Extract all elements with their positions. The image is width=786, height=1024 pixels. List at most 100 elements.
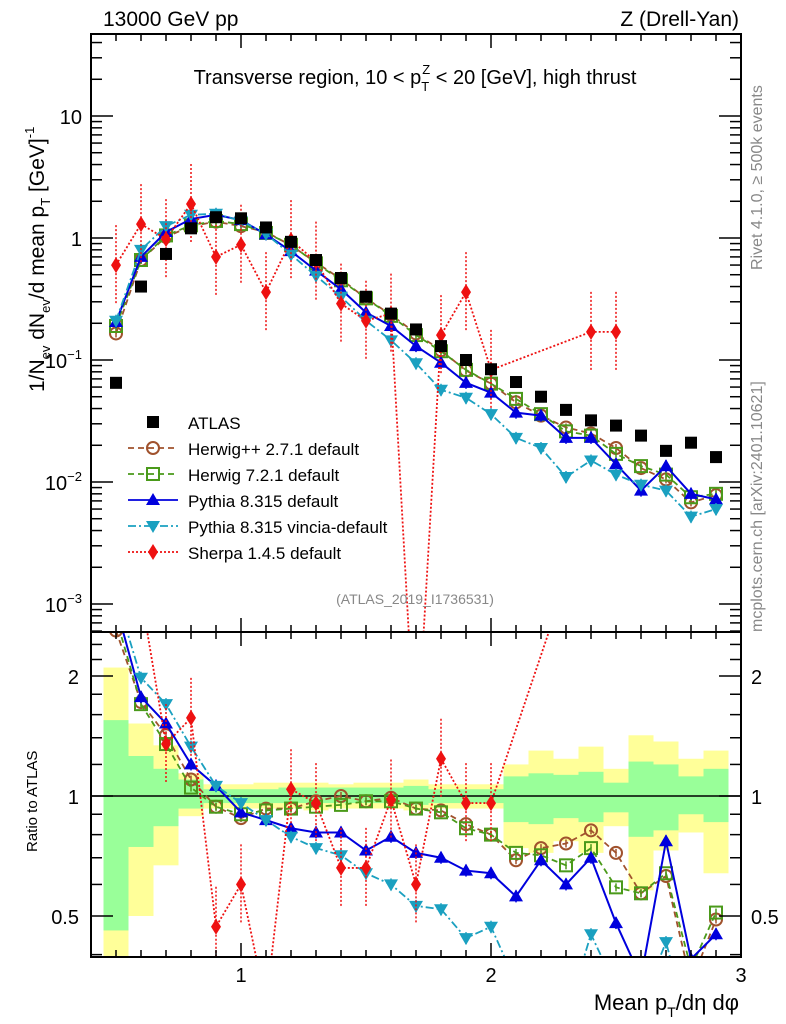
data-point bbox=[585, 414, 597, 427]
data-point bbox=[485, 363, 497, 376]
data-point bbox=[135, 280, 147, 293]
data-point bbox=[361, 859, 371, 876]
ratio-uncertainty-bands bbox=[103, 667, 729, 957]
main-series-group bbox=[109, 163, 723, 632]
data-point bbox=[384, 879, 398, 892]
data-point bbox=[584, 823, 598, 838]
ratio-band-inner bbox=[103, 720, 129, 931]
ratio-band-inner bbox=[603, 782, 629, 813]
data-point bbox=[310, 254, 322, 267]
data-point bbox=[160, 247, 172, 260]
data-point bbox=[385, 307, 397, 320]
y-tick-label: 10 bbox=[60, 107, 82, 129]
data-point bbox=[186, 709, 196, 726]
data-point bbox=[559, 1011, 573, 1023]
legend-marker bbox=[148, 544, 158, 560]
data-point bbox=[534, 999, 548, 1011]
data-point bbox=[709, 492, 723, 505]
legend-label: ATLAS bbox=[188, 414, 241, 433]
data-point bbox=[109, 315, 123, 328]
data-point bbox=[634, 479, 648, 492]
data-point bbox=[509, 889, 523, 902]
header-left: 13000 GeV pp bbox=[103, 8, 238, 31]
ratio-y-tick-label: 2 bbox=[68, 667, 79, 689]
data-point bbox=[284, 821, 298, 834]
data-point bbox=[559, 430, 573, 443]
legend-marker bbox=[146, 441, 160, 455]
data-point bbox=[236, 236, 246, 253]
header-right: Z (Drell-Yan) bbox=[620, 8, 739, 31]
data-point bbox=[659, 485, 673, 498]
ratio-y-tick-label: 1 bbox=[68, 787, 79, 809]
data-point bbox=[609, 916, 623, 929]
data-point bbox=[509, 845, 523, 860]
series-sherpa-1-4-5-default bbox=[111, 163, 621, 632]
data-point bbox=[134, 672, 148, 685]
data-point bbox=[285, 235, 297, 248]
data-point bbox=[234, 798, 248, 811]
data-point bbox=[284, 831, 298, 844]
data-point bbox=[459, 375, 473, 388]
ratio-band-inner bbox=[653, 764, 679, 831]
data-point bbox=[534, 853, 548, 866]
data-point bbox=[361, 312, 371, 329]
data-point bbox=[309, 843, 323, 856]
data-point bbox=[609, 845, 623, 860]
data-point bbox=[110, 376, 122, 389]
legend-item: Herwig 7.2.1 default bbox=[128, 466, 339, 485]
data-point bbox=[359, 794, 373, 809]
data-point bbox=[460, 354, 472, 366]
legend-item: ATLAS bbox=[147, 414, 241, 433]
data-point bbox=[409, 358, 423, 371]
legend-item: Herwig++ 2.7.1 default bbox=[128, 440, 359, 459]
data-point bbox=[409, 900, 423, 913]
data-point bbox=[109, 599, 123, 611]
data-point bbox=[609, 469, 623, 482]
ratio-band-inner bbox=[628, 761, 654, 837]
data-point bbox=[509, 405, 523, 418]
legend-label: Sherpa 1.4.5 default bbox=[188, 544, 341, 563]
data-point bbox=[384, 318, 398, 331]
legend-item: Sherpa 1.4.5 default bbox=[128, 544, 341, 563]
data-point bbox=[211, 248, 221, 265]
data-point bbox=[534, 442, 548, 455]
data-point bbox=[336, 859, 346, 876]
data-point bbox=[635, 429, 647, 442]
data-point bbox=[509, 432, 523, 445]
series-atlas bbox=[110, 211, 722, 464]
data-point bbox=[609, 880, 623, 895]
legend-item: Pythia 8.315 vincia-default bbox=[128, 518, 388, 537]
y-tick-label: 10−1 bbox=[45, 347, 82, 373]
data-point bbox=[261, 996, 271, 1012]
ratio-band-inner bbox=[128, 755, 154, 847]
y-tick-label: 10−3 bbox=[45, 591, 82, 617]
ratio-series-group bbox=[109, 590, 723, 1023]
data-point bbox=[284, 249, 298, 262]
data-point bbox=[384, 335, 398, 348]
data-point bbox=[235, 212, 247, 225]
data-point bbox=[109, 590, 123, 602]
data-point bbox=[459, 821, 473, 836]
data-point bbox=[111, 257, 121, 274]
data-point bbox=[560, 403, 572, 416]
data-point bbox=[459, 392, 473, 405]
x-axis-label: Mean pT/dη dφ bbox=[594, 990, 739, 1020]
data-point bbox=[584, 430, 598, 443]
data-point bbox=[559, 858, 573, 873]
data-point bbox=[609, 457, 623, 470]
data-point bbox=[709, 504, 723, 517]
data-point bbox=[610, 419, 622, 432]
data-point bbox=[461, 284, 471, 301]
data-point bbox=[659, 834, 673, 847]
data-point bbox=[209, 799, 223, 814]
data-point bbox=[261, 284, 271, 301]
data-point bbox=[359, 305, 373, 318]
data-point bbox=[459, 933, 473, 946]
ratio-y-tick-label-right: 1 bbox=[751, 787, 762, 809]
data-point bbox=[484, 409, 498, 422]
data-point bbox=[434, 355, 448, 368]
x-tick-label: 1 bbox=[235, 965, 246, 987]
ratio-y-tick-label: 0.5 bbox=[51, 907, 79, 929]
data-point bbox=[584, 455, 598, 468]
legend-label: Herwig 7.2.1 default bbox=[188, 466, 339, 485]
